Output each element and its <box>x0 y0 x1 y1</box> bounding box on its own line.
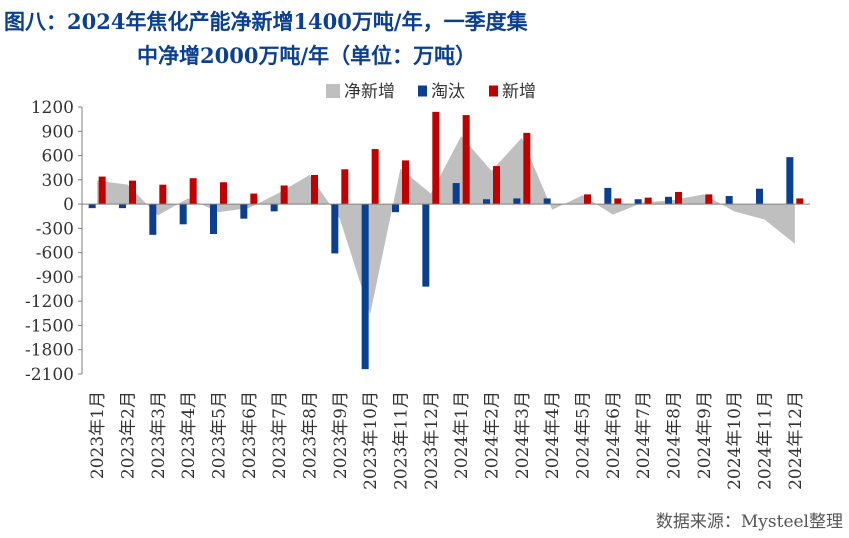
new-capacity-bar <box>250 193 258 205</box>
eliminated-bar <box>88 204 96 209</box>
new-capacity-bar <box>523 132 531 205</box>
new-capacity-bar <box>644 197 652 205</box>
x-tick-label: 2024年5月 <box>574 391 594 479</box>
new-capacity-bar <box>796 198 804 205</box>
eliminated-bar <box>786 157 794 205</box>
x-tick-label: 2024年12月 <box>786 391 806 490</box>
eliminated-bar <box>756 188 763 205</box>
eliminated-bar <box>270 204 278 212</box>
eliminated-bar <box>210 204 217 235</box>
x-tick-label: 2024年3月 <box>513 391 533 479</box>
y-tick-label: -300 <box>36 219 74 239</box>
chart-title-line1: 图八：2024年焦化产能净新增1400万吨/年，一季度集 <box>4 9 528 34</box>
x-tick-label: 2024年1月 <box>452 391 472 479</box>
new-capacity-bar <box>402 160 409 205</box>
x-tick-label: 2023年10月 <box>361 391 381 490</box>
new-capacity-bar <box>129 180 136 205</box>
source-note: 数据来源：Mysteel整理 <box>655 512 843 532</box>
y-tick-label: -1200 <box>25 292 74 312</box>
y-tick-label: 1200 <box>31 98 74 118</box>
x-tick-label: 2023年9月 <box>331 391 351 479</box>
eliminated-bar <box>604 187 612 205</box>
eliminated-bar <box>361 204 369 370</box>
y-tick-label: 0 <box>63 195 74 215</box>
y-tick-label: -1500 <box>25 316 74 336</box>
new-capacity-bar <box>220 182 227 205</box>
new-capacity-bar <box>432 111 440 205</box>
eliminated-bar <box>543 198 551 205</box>
x-tick-label: 2023年5月 <box>210 391 230 479</box>
x-tick-label: 2023年6月 <box>240 391 260 479</box>
new-capacity-bar <box>159 184 167 205</box>
x-tick-label: 2024年4月 <box>543 391 563 479</box>
x-tick-label: 2024年2月 <box>483 391 503 479</box>
y-tick-label: 600 <box>42 147 74 167</box>
eliminated-bar <box>240 204 248 219</box>
net-increase-area <box>97 136 795 315</box>
y-tick-label: -1800 <box>25 341 74 361</box>
new-capacity-bar <box>98 176 106 205</box>
y-tick-label: -600 <box>36 244 74 264</box>
x-tick-label: 2024年8月 <box>665 391 685 479</box>
y-tick-label: 900 <box>42 122 74 142</box>
new-capacity-bar <box>705 194 713 205</box>
eliminated-bar <box>392 204 399 213</box>
legend-swatch <box>418 85 427 97</box>
eliminated-bar <box>665 196 672 205</box>
new-capacity-bar <box>462 115 470 205</box>
eliminated-bar <box>513 198 521 205</box>
new-capacity-bar <box>371 149 379 205</box>
x-tick-label: 2024年11月 <box>756 391 776 490</box>
new-capacity-bar <box>341 169 349 205</box>
eliminated-bar <box>483 199 490 205</box>
x-tick-label: 2023年8月 <box>301 391 321 479</box>
eliminated-bar <box>422 204 430 287</box>
x-tick-label: 2023年7月 <box>270 391 290 479</box>
new-capacity-bar <box>493 166 500 205</box>
y-tick-label: -900 <box>36 268 74 288</box>
eliminated-bar <box>452 183 460 205</box>
x-tick-label: 2023年3月 <box>149 391 169 479</box>
x-tick-label: 2023年2月 <box>119 391 139 479</box>
eliminated-bar <box>725 196 733 205</box>
new-capacity-bar <box>189 178 197 205</box>
eliminated-bar <box>179 204 187 225</box>
x-tick-label: 2024年9月 <box>695 391 715 479</box>
y-tick-label: -2100 <box>25 365 74 385</box>
legend-swatch <box>489 85 498 97</box>
legend-label: 淘汰 <box>431 82 465 102</box>
new-capacity-bar <box>584 194 591 205</box>
legend-swatch <box>326 84 340 98</box>
chart-title-line2: 中净增2000万吨/年（单位：万吨） <box>137 43 477 68</box>
new-capacity-bar <box>675 191 682 205</box>
y-tick-label: 300 <box>42 171 74 191</box>
eliminated-bar <box>634 199 642 205</box>
x-tick-label: 2024年6月 <box>604 391 624 479</box>
x-tick-label: 2023年1月 <box>88 391 108 479</box>
x-tick-label: 2024年7月 <box>634 391 654 479</box>
x-tick-label: 2023年4月 <box>179 391 199 479</box>
x-tick-label: 2023年11月 <box>392 391 412 490</box>
new-capacity-bar <box>280 185 288 205</box>
eliminated-bar <box>331 204 339 254</box>
new-capacity-bar <box>614 198 622 205</box>
new-capacity-bar <box>311 174 318 205</box>
legend-label: 净新增 <box>344 82 395 102</box>
eliminated-bar <box>119 204 126 209</box>
eliminated-bar <box>149 204 157 235</box>
legend-label: 新增 <box>502 82 536 102</box>
x-tick-label: 2023年12月 <box>422 391 442 490</box>
x-tick-label: 2024年10月 <box>725 391 745 490</box>
